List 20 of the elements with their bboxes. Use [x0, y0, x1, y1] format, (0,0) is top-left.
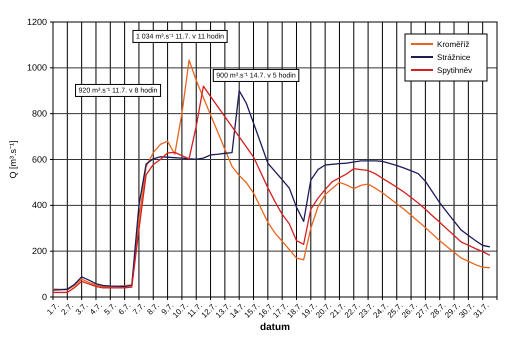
y-tick-label: 800	[32, 108, 47, 119]
y-tick-label: 600	[32, 154, 47, 164]
y-tick-label: 1000	[26, 62, 47, 73]
x-tick-label: 2.7.	[59, 300, 76, 317]
y-tick-label: 200	[32, 246, 47, 256]
x-tick-label: 6.7.	[116, 300, 133, 317]
y-axis-title: Q [m³.s⁻¹]	[8, 140, 18, 178]
y-tick-label: 1200	[26, 16, 47, 27]
x-tick-label: 1.7.	[45, 300, 61, 317]
legend-label: Kroměříž	[437, 40, 470, 49]
x-tick-label: 8.7.	[145, 300, 162, 317]
legend-label: Spytihněv	[437, 66, 472, 75]
x-tick-label: 4.7.	[88, 300, 104, 317]
y-tick-label: 0	[42, 292, 47, 302]
y-tick-label: 400	[32, 200, 47, 210]
x-tick-label: 5.7.	[102, 300, 118, 317]
x-tick-label: 3.7.	[74, 300, 90, 317]
legend-label: Strážnice	[437, 52, 471, 62]
x-tick-label: 7.7.	[131, 300, 147, 317]
x-axis-title: datum	[260, 322, 290, 333]
